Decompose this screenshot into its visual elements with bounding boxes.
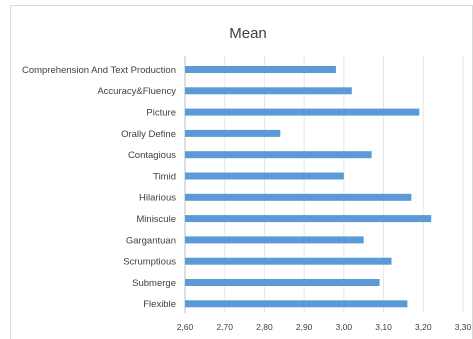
category-label: Submerge [132, 278, 176, 289]
category-label: Contagious [128, 150, 176, 161]
x-tick-label: 2,70 [216, 322, 233, 332]
x-tick-label: 3,00 [336, 322, 353, 332]
bar [185, 257, 392, 265]
x-tick-label: 2,90 [296, 322, 313, 332]
category-label: Timid [153, 171, 176, 182]
category-label: Scrumptious [123, 257, 176, 268]
x-axis-tick-labels: 2,60 2,70 2,80 2,90 3,00 3,10 3,20 3,30 [177, 322, 472, 332]
bar [185, 279, 380, 286]
bar [185, 108, 420, 116]
bar [185, 215, 432, 223]
category-labels: Comprehension And Text Production Accurac… [22, 65, 176, 310]
category-label: Hilarious [139, 193, 176, 204]
bar [185, 129, 281, 137]
x-tick-label: 3,10 [375, 322, 392, 332]
x-tick-label: 3,30 [455, 322, 472, 332]
bar [185, 300, 408, 308]
category-label: Miniscule [136, 214, 176, 225]
category-label: Flexible [143, 299, 176, 310]
gridlines [184, 56, 464, 313]
x-tick-label: 3,20 [415, 322, 432, 332]
bar [185, 193, 412, 201]
bar [185, 66, 336, 73]
bars [185, 66, 432, 308]
bar [185, 236, 364, 244]
category-label: Comprehension And Text Production [22, 65, 176, 76]
category-label: Picture [146, 108, 176, 119]
chart-title: Mean [229, 25, 267, 42]
bar [185, 172, 344, 180]
category-label: Gargantuan [126, 235, 176, 246]
bar [185, 87, 352, 95]
x-tick-label: 2,60 [177, 322, 194, 332]
x-tick-label: 2,80 [256, 322, 273, 332]
category-label: Orally Define [121, 129, 176, 140]
chart-frame [10, 5, 473, 339]
bar [185, 151, 372, 159]
category-label: Accuracy&Fluency [97, 86, 176, 97]
